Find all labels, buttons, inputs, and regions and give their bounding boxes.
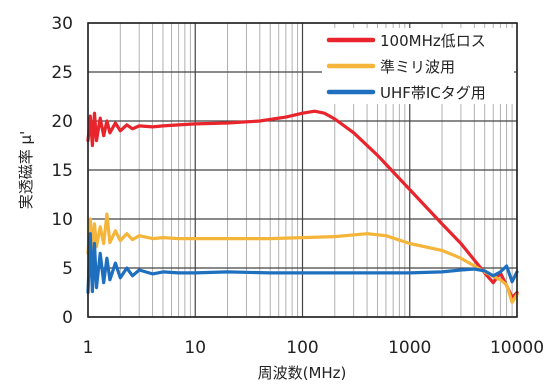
y-tick-label: 25 — [51, 63, 73, 83]
legend: 100MHz低ロス 準ミリ波用 UHF帯ICタグ用 — [322, 28, 514, 104]
y-tick-label: 20 — [51, 112, 73, 132]
x-tick-label: 10000 — [490, 338, 544, 358]
x-axis-title: 周波数(MHz) — [258, 364, 347, 382]
plot-frame — [87, 22, 518, 318]
y-tick-label: 30 — [51, 14, 73, 34]
x-tick-label: 1 — [83, 338, 94, 358]
y-tick-label: 15 — [51, 161, 73, 181]
y-tick-labels: 0 5 10 15 20 25 30 — [51, 14, 73, 328]
y-tick-label: 0 — [62, 308, 73, 328]
series-line-1 — [86, 109, 519, 299]
x-tick-label: 100 — [286, 338, 318, 358]
series-lines — [86, 109, 519, 304]
x-tick-labels: 1 10 100 1000 10000 — [83, 338, 544, 358]
y-tick-label: 10 — [51, 210, 73, 230]
y-tick-label: 5 — [62, 259, 73, 279]
y-axis-title: 実透磁率 μ' — [17, 131, 35, 209]
legend-label-1: 100MHz低ロス — [380, 32, 486, 50]
x-tick-label: 1000 — [388, 338, 431, 358]
legend-label-2: 準ミリ波用 — [380, 58, 455, 76]
series-line-2 — [86, 212, 519, 304]
series-line-3 — [86, 232, 519, 295]
x-tick-label: 10 — [184, 338, 206, 358]
legend-label-3: UHF帯ICタグ用 — [380, 84, 486, 102]
